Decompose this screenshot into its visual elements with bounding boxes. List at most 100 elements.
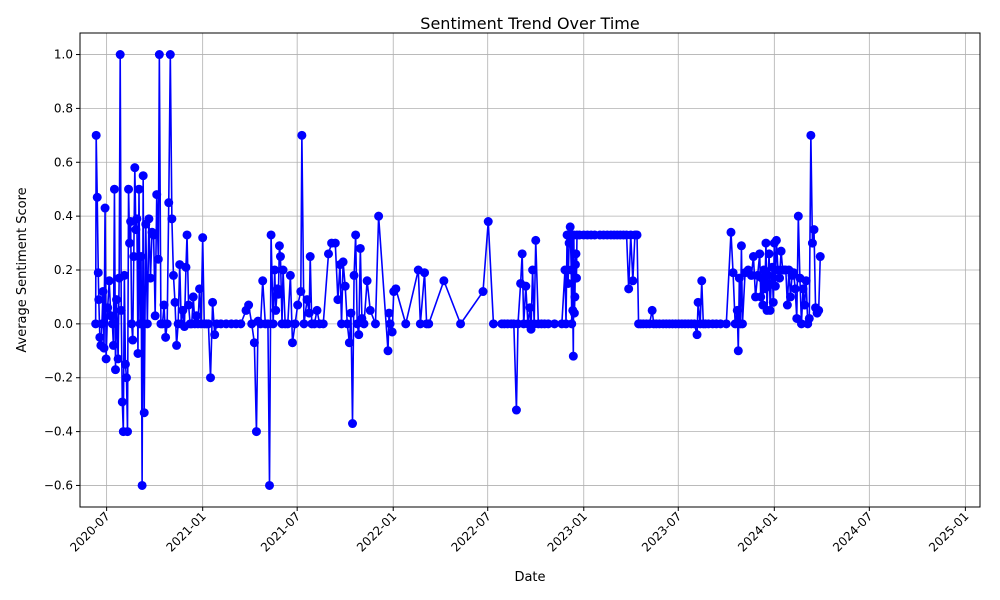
data-point: [374, 211, 384, 221]
data-point: [550, 319, 560, 329]
data-point: [181, 262, 191, 272]
data-point: [528, 265, 538, 275]
data-point: [210, 330, 220, 340]
data-point: [130, 163, 140, 173]
data-point: [647, 305, 657, 315]
data-point: [330, 238, 340, 248]
data-point: [94, 295, 104, 305]
data-point: [815, 252, 825, 262]
data-point: [424, 319, 434, 329]
data-point: [362, 276, 372, 286]
data-point: [271, 305, 281, 315]
data-point: [483, 217, 493, 227]
data-point: [113, 354, 123, 364]
data-point: [531, 235, 541, 245]
data-point: [135, 319, 145, 329]
data-point: [290, 319, 300, 329]
data-point: [809, 225, 819, 235]
y-tick-label: 0.4: [54, 209, 73, 223]
y-tick-label: 0.8: [54, 101, 73, 115]
data-point: [387, 327, 397, 337]
y-tick-label: −0.2: [44, 371, 73, 385]
data-point: [765, 305, 775, 315]
data-point: [128, 335, 138, 345]
data-point: [628, 276, 638, 286]
data-point: [293, 300, 303, 310]
data-point: [119, 270, 129, 280]
data-point: [182, 230, 192, 240]
data-point: [265, 480, 274, 490]
data-point: [305, 252, 315, 262]
data-point: [161, 332, 171, 342]
data-point: [172, 340, 182, 350]
data-point: [807, 238, 817, 248]
data-point: [726, 227, 736, 237]
data-point: [804, 313, 814, 323]
data-point: [152, 190, 162, 200]
data-point: [721, 319, 731, 329]
data-point: [786, 292, 795, 302]
data-point: [109, 184, 119, 194]
data-point: [108, 340, 118, 350]
data-point: [208, 297, 218, 307]
data-point: [285, 270, 295, 280]
data-point: [312, 305, 322, 315]
data-point: [136, 252, 146, 262]
data-point: [195, 284, 205, 294]
data-point: [296, 287, 306, 297]
data-point: [692, 330, 702, 340]
data-point: [116, 305, 126, 315]
data-point: [120, 359, 130, 369]
data-point: [159, 300, 169, 310]
data-point: [344, 338, 354, 348]
data-point: [789, 268, 799, 278]
data-point: [168, 270, 178, 280]
data-point: [97, 319, 107, 329]
data-point: [571, 273, 581, 283]
data-point: [517, 249, 527, 259]
data-point: [137, 480, 147, 490]
data-point: [632, 230, 642, 240]
data-point: [134, 184, 144, 194]
data-point: [333, 295, 343, 305]
data-point: [342, 319, 352, 329]
data-point: [383, 346, 393, 356]
data-point: [771, 235, 781, 245]
data-point: [188, 292, 198, 302]
data-point: [104, 276, 114, 286]
data-point: [340, 281, 350, 291]
x-axis-label: Date: [514, 570, 545, 585]
data-point: [798, 284, 808, 294]
data-point: [567, 319, 577, 329]
data-point: [384, 308, 394, 318]
data-point: [790, 284, 800, 294]
data-point: [770, 281, 780, 291]
data-point: [737, 319, 747, 329]
data-point: [287, 338, 297, 348]
data-point: [142, 319, 152, 329]
data-point: [624, 284, 634, 294]
data-point: [569, 308, 579, 318]
data-point: [123, 427, 133, 437]
data-point: [191, 311, 201, 321]
data-point: [728, 268, 738, 278]
y-tick-label: −0.4: [44, 425, 73, 439]
data-point: [736, 241, 746, 251]
data-point: [768, 297, 778, 307]
data-point: [164, 198, 174, 208]
data-point: [275, 252, 285, 262]
data-point: [103, 303, 113, 313]
data-point: [801, 276, 811, 286]
data-point: [138, 171, 148, 181]
y-axis-label: Average Sentiment Score: [15, 187, 30, 352]
data-point: [570, 292, 580, 302]
data-point: [107, 319, 117, 329]
data-point: [203, 319, 213, 329]
data-point: [170, 297, 180, 307]
data-point: [124, 184, 134, 194]
data-point: [370, 319, 380, 329]
data-point: [270, 265, 280, 275]
data-point: [165, 50, 175, 60]
